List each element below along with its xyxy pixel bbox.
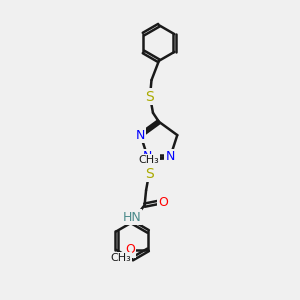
Text: CH₃: CH₃ xyxy=(110,253,131,263)
Text: HN: HN xyxy=(122,211,141,224)
Text: O: O xyxy=(158,196,168,209)
Text: N: N xyxy=(166,150,175,163)
Text: S: S xyxy=(145,167,153,181)
Text: N: N xyxy=(143,150,152,163)
Text: O: O xyxy=(125,243,135,256)
Text: S: S xyxy=(146,89,154,103)
Text: N: N xyxy=(136,129,145,142)
Text: CH₃: CH₃ xyxy=(138,155,159,165)
